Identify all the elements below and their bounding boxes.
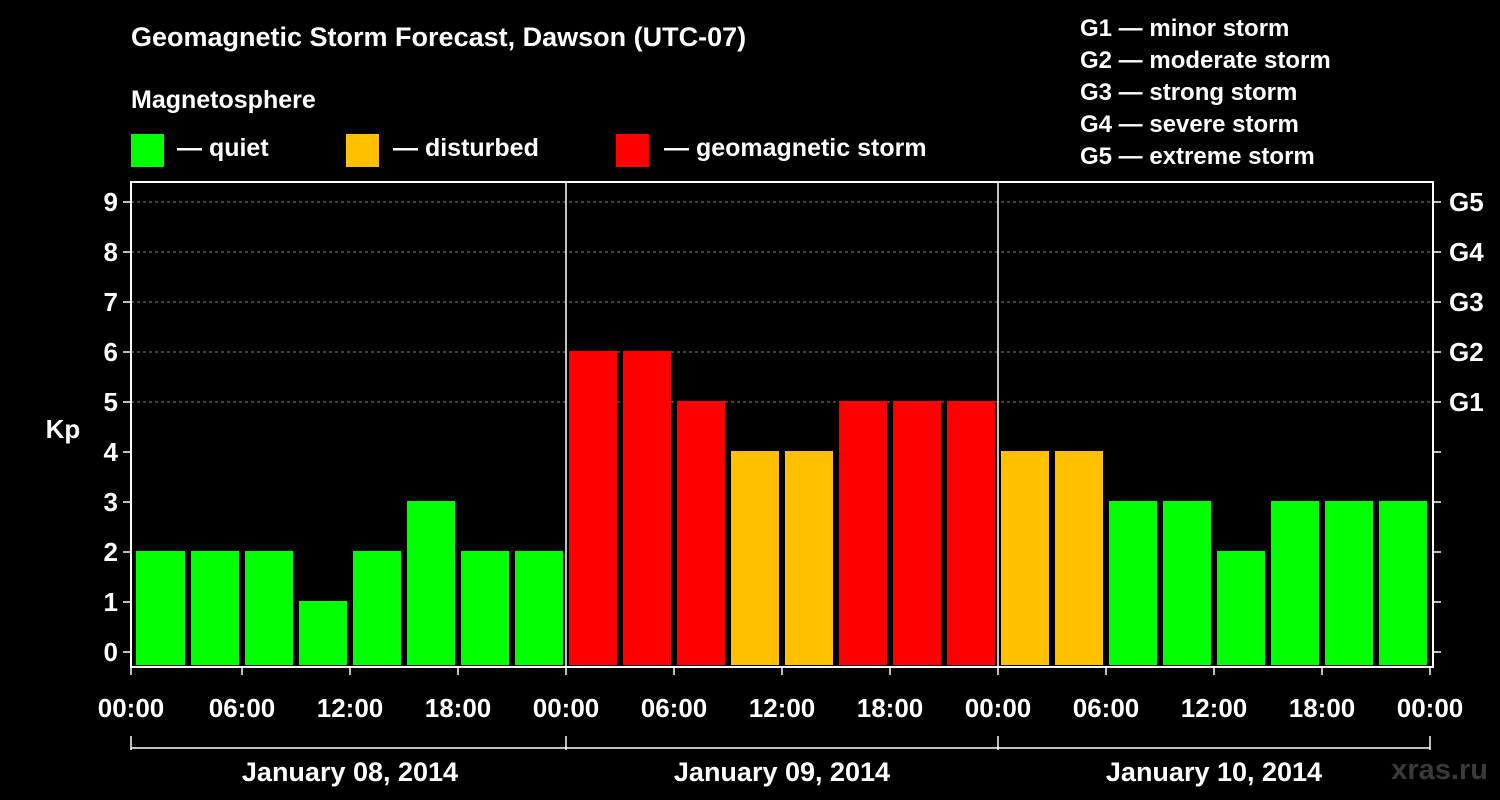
gscale-legend-g4: G4 — severe storm: [1080, 111, 1299, 138]
xtick-label-12: 00:00: [1397, 693, 1464, 723]
ytick-label-1: 1: [104, 587, 118, 617]
legend-swatch-disturbed: [346, 134, 379, 167]
xtick-label-3: 18:00: [425, 693, 492, 723]
legend-label-quiet: — quiet: [177, 134, 269, 162]
ytick-label-7: 7: [104, 287, 118, 317]
bar-22: [1325, 501, 1373, 665]
bar-12: [785, 451, 833, 665]
legend-label-disturbed: — disturbed: [393, 134, 539, 162]
legend-swatch-quiet: [131, 134, 164, 167]
bar-6: [461, 551, 509, 665]
bar-13: [839, 401, 887, 665]
gscale-tick-label-g4: G4: [1449, 237, 1484, 267]
bar-3: [299, 601, 347, 665]
bar-21: [1271, 501, 1319, 665]
ytick-label-0: 0: [104, 637, 118, 667]
xtick-label-4: 00:00: [533, 693, 600, 723]
y-axis-label: Kp: [46, 414, 81, 444]
day-label-2: January 10, 2014: [1106, 757, 1322, 787]
gscale-tick-label-g3: G3: [1449, 287, 1484, 317]
bar-10: [677, 401, 725, 665]
bar-20: [1217, 551, 1265, 665]
xtick-label-10: 12:00: [1181, 693, 1248, 723]
bar-4: [353, 551, 401, 665]
xtick-label-6: 12:00: [749, 693, 816, 723]
xtick-label-2: 12:00: [317, 693, 384, 723]
bar-18: [1109, 501, 1157, 665]
legend-swatch-storm: [616, 134, 649, 167]
ytick-label-3: 3: [104, 487, 118, 517]
ytick-label-8: 8: [104, 237, 118, 267]
bar-14: [893, 401, 941, 665]
bar-19: [1163, 501, 1211, 665]
watermark: xras.ru: [1391, 754, 1488, 786]
gscale-legend-g2: G2 — moderate storm: [1080, 47, 1331, 74]
bar-16: [1001, 451, 1049, 665]
ytick-label-5: 5: [104, 387, 118, 417]
gscale-legend-g5: G5 — extreme storm: [1080, 143, 1315, 170]
xtick-label-1: 06:00: [209, 693, 276, 723]
ytick-label-9: 9: [104, 187, 118, 217]
gscale-tick-label-g2: G2: [1449, 337, 1484, 367]
bar-5: [407, 501, 455, 665]
gscale-tick-label-g1: G1: [1449, 387, 1484, 417]
bar-23: [1379, 501, 1427, 665]
bar-9: [623, 351, 671, 665]
bar-11: [731, 451, 779, 665]
bar-0: [136, 551, 185, 665]
xtick-label-11: 18:00: [1289, 693, 1356, 723]
day-label-0: January 08, 2014: [242, 757, 458, 787]
legend-title: Magnetosphere: [131, 86, 316, 114]
ytick-label-4: 4: [104, 437, 119, 467]
bar-2: [245, 551, 293, 665]
bar-15: [947, 401, 995, 665]
ytick-label-6: 6: [104, 337, 118, 367]
legend-label-storm: — geomagnetic storm: [664, 134, 927, 162]
xtick-label-7: 18:00: [857, 693, 924, 723]
bar-17: [1055, 451, 1103, 665]
bar-8: [569, 351, 617, 665]
gscale-tick-label-g5: G5: [1449, 187, 1484, 217]
bar-1: [191, 551, 239, 665]
gscale-legend-g3: G3 — strong storm: [1080, 79, 1298, 106]
gscale-legend-g1: G1 — minor storm: [1080, 15, 1290, 42]
chart-title: Geomagnetic Storm Forecast, Dawson (UTC-…: [131, 22, 747, 52]
day-label-1: January 09, 2014: [674, 757, 890, 787]
ytick-label-2: 2: [104, 537, 118, 567]
xtick-label-5: 06:00: [641, 693, 708, 723]
bar-7: [515, 551, 563, 665]
xtick-label-0: 00:00: [98, 693, 165, 723]
xtick-label-9: 06:00: [1073, 693, 1140, 723]
xtick-label-8: 00:00: [965, 693, 1032, 723]
